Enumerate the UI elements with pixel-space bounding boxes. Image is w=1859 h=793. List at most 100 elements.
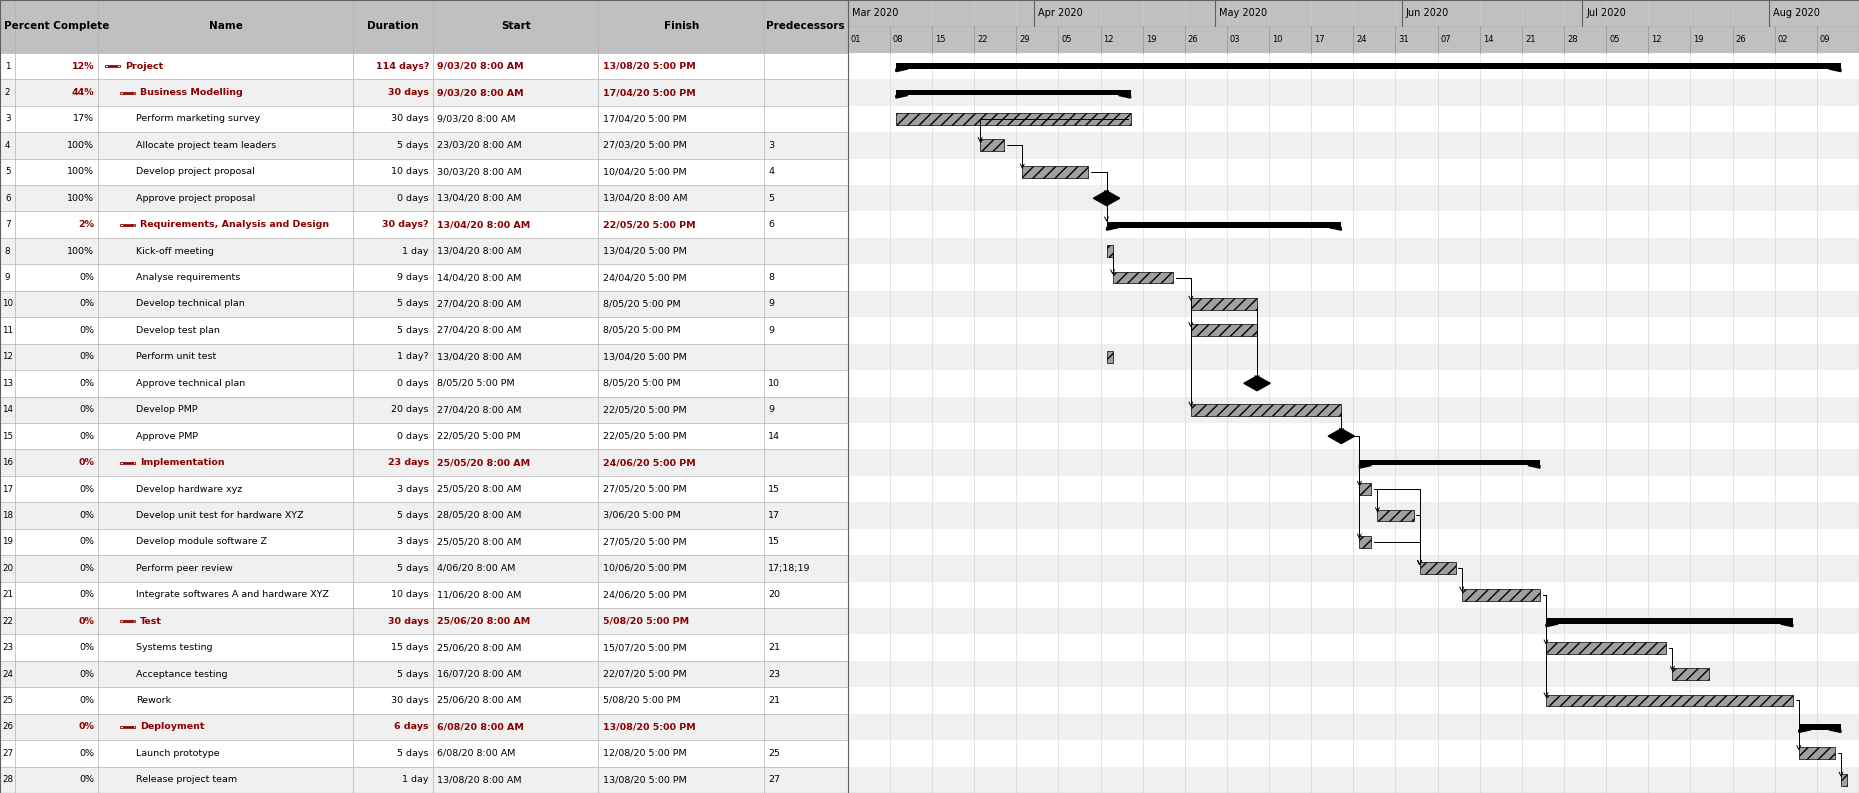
Text: 24: 24	[2, 669, 13, 679]
Text: 27/04/20 8:00 AM: 27/04/20 8:00 AM	[437, 300, 522, 308]
Bar	[15, 634, 99, 661]
Text: 0%: 0%	[80, 511, 95, 520]
Text: 10 days: 10 days	[392, 167, 429, 176]
Text: 19: 19	[2, 538, 13, 546]
Bar	[15, 79, 99, 105]
Text: 13/04/20 5:00 PM: 13/04/20 5:00 PM	[602, 352, 686, 362]
Bar	[848, 661, 1859, 688]
Text: 27/04/20 8:00 AM: 27/04/20 8:00 AM	[437, 326, 522, 335]
Bar	[433, 159, 599, 185]
Text: 8/05/20 5:00 PM: 8/05/20 5:00 PM	[602, 379, 680, 388]
Bar	[1800, 747, 1835, 760]
Bar	[1034, 0, 1216, 26]
Text: Implementation: Implementation	[139, 458, 225, 467]
Bar	[848, 238, 1859, 264]
Bar	[353, 159, 433, 185]
Bar	[764, 608, 848, 634]
Text: 4/06/20 8:00 AM: 4/06/20 8:00 AM	[437, 564, 515, 573]
Text: 30 days?: 30 days?	[383, 220, 429, 229]
Text: 12/08/20 5:00 PM: 12/08/20 5:00 PM	[602, 749, 686, 758]
Text: 23: 23	[768, 669, 781, 679]
Text: 24/06/20 5:00 PM: 24/06/20 5:00 PM	[602, 458, 695, 467]
Bar	[99, 343, 353, 370]
Bar	[599, 370, 764, 396]
Text: 7: 7	[6, 220, 11, 229]
Text: 12%: 12%	[71, 62, 95, 71]
Text: 25/06/20 8:00 AM: 25/06/20 8:00 AM	[437, 643, 522, 652]
Bar	[433, 132, 599, 159]
Bar	[599, 105, 764, 132]
Text: 23/03/20 8:00 AM: 23/03/20 8:00 AM	[437, 141, 522, 150]
Bar	[0, 634, 15, 661]
Bar	[599, 450, 764, 476]
Bar	[764, 238, 848, 264]
Bar	[599, 396, 764, 423]
Bar	[353, 238, 433, 264]
Text: 17: 17	[768, 511, 781, 520]
Bar	[0, 450, 15, 476]
Bar	[433, 608, 599, 634]
Text: 0%: 0%	[80, 590, 95, 600]
Bar	[99, 634, 353, 661]
Bar	[433, 502, 599, 529]
Bar	[15, 132, 99, 159]
Text: 0%: 0%	[80, 405, 95, 414]
Bar	[0, 396, 15, 423]
Bar	[353, 581, 433, 608]
Text: Develop hardware xyz: Develop hardware xyz	[136, 485, 242, 493]
Text: Develop project proposal: Develop project proposal	[136, 167, 255, 176]
Bar	[1402, 0, 1582, 26]
Text: 14: 14	[768, 431, 781, 441]
Text: 12: 12	[2, 352, 13, 362]
Text: 21: 21	[768, 643, 781, 652]
Bar	[599, 634, 764, 661]
Text: 15: 15	[768, 538, 781, 546]
Text: 21: 21	[1524, 35, 1536, 44]
Bar	[1022, 166, 1089, 178]
Bar	[99, 740, 353, 767]
Text: 05: 05	[1061, 35, 1073, 44]
Text: 30 days: 30 days	[389, 617, 429, 626]
Bar	[848, 159, 1859, 185]
Bar	[15, 688, 99, 714]
Bar	[599, 740, 764, 767]
Text: 09: 09	[1820, 35, 1831, 44]
Bar	[99, 529, 353, 555]
Text: 17: 17	[1314, 35, 1325, 44]
Bar	[1547, 619, 1792, 624]
Text: Mar 2020: Mar 2020	[851, 8, 898, 18]
Bar	[764, 185, 848, 212]
Text: May 2020: May 2020	[1220, 8, 1268, 18]
Text: 5: 5	[6, 167, 11, 176]
Bar	[848, 264, 1859, 291]
Bar	[1800, 724, 1840, 730]
Bar	[433, 264, 599, 291]
Text: 13/08/20 5:00 PM: 13/08/20 5:00 PM	[602, 62, 695, 71]
Bar	[0, 159, 15, 185]
Bar	[353, 502, 433, 529]
Text: 5 days: 5 days	[398, 749, 429, 758]
Bar	[599, 317, 764, 343]
Bar	[99, 581, 353, 608]
Text: 0%: 0%	[80, 326, 95, 335]
Bar	[99, 767, 353, 793]
Text: 16/07/20 8:00 AM: 16/07/20 8:00 AM	[437, 669, 522, 679]
Bar	[0, 714, 15, 740]
Bar	[99, 370, 353, 396]
Text: 10: 10	[768, 379, 781, 388]
Bar	[15, 370, 99, 396]
Text: 22/05/20 5:00 PM: 22/05/20 5:00 PM	[602, 405, 686, 414]
Text: 2: 2	[6, 88, 11, 97]
Bar	[353, 767, 433, 793]
Bar	[121, 726, 136, 728]
Bar	[353, 688, 433, 714]
Text: 25/06/20 8:00 AM: 25/06/20 8:00 AM	[437, 617, 530, 626]
Text: Perform unit test: Perform unit test	[136, 352, 216, 362]
Bar	[764, 661, 848, 688]
Text: 23 days: 23 days	[389, 458, 429, 467]
Text: 07: 07	[1441, 35, 1452, 44]
Bar	[1547, 642, 1666, 653]
Text: Name: Name	[208, 21, 242, 32]
Text: 5 days: 5 days	[398, 326, 429, 335]
Bar	[896, 90, 1130, 95]
